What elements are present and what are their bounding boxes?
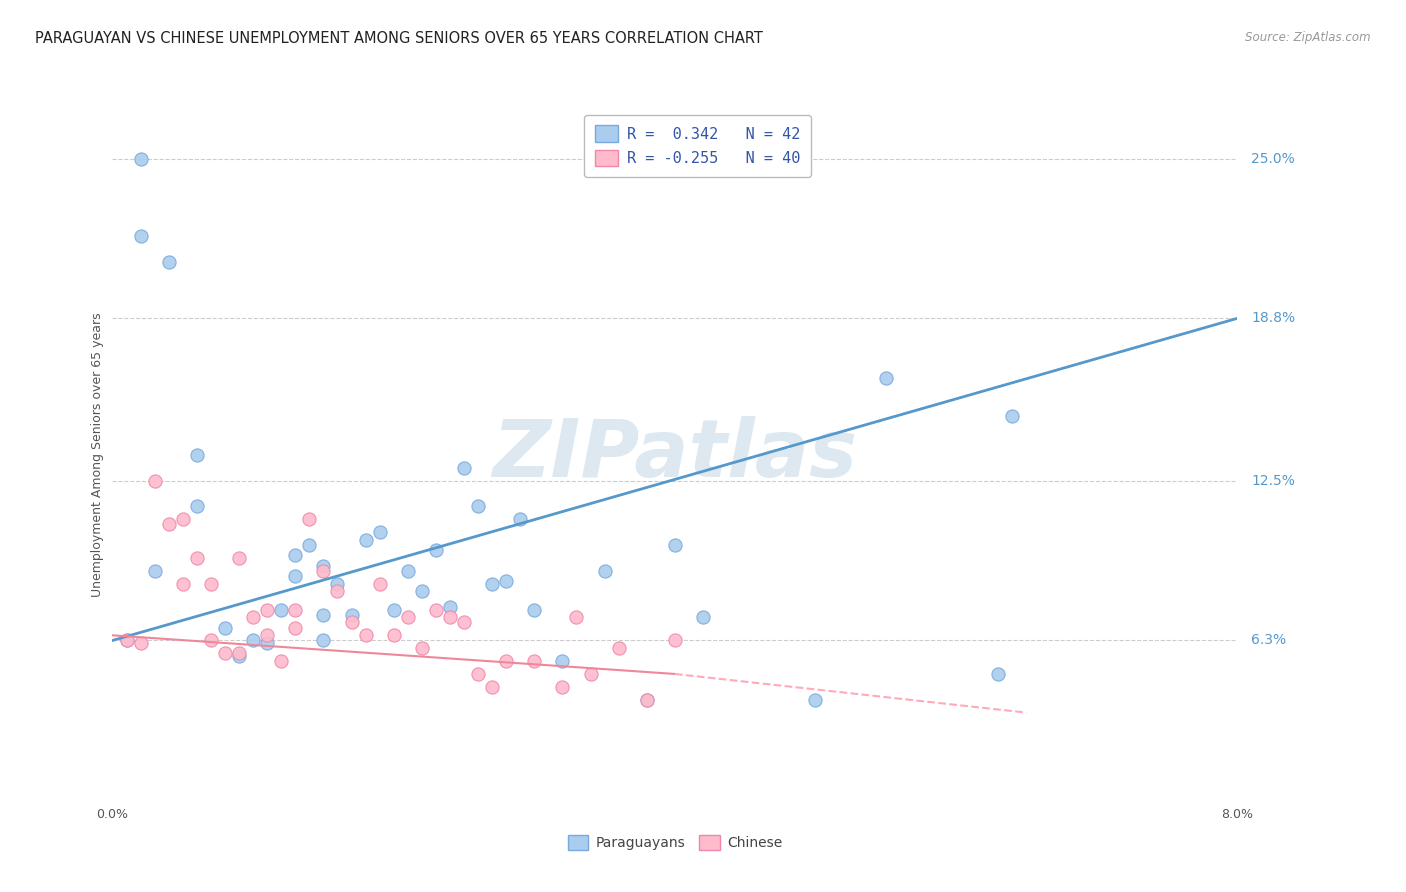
- Point: [636, 692, 658, 706]
- Point: [382, 628, 405, 642]
- Point: [284, 569, 307, 583]
- Point: [115, 633, 138, 648]
- Point: [312, 633, 335, 648]
- Point: [326, 576, 349, 591]
- Point: [270, 654, 292, 668]
- Point: [256, 602, 278, 616]
- Point: [157, 254, 180, 268]
- Point: [1001, 409, 1024, 424]
- Point: [453, 460, 475, 475]
- Point: [453, 615, 475, 630]
- Point: [256, 636, 278, 650]
- Point: [523, 602, 546, 616]
- Point: [396, 610, 419, 624]
- Text: PARAGUAYAN VS CHINESE UNEMPLOYMENT AMONG SENIORS OVER 65 YEARS CORRELATION CHART: PARAGUAYAN VS CHINESE UNEMPLOYMENT AMONG…: [35, 31, 763, 46]
- Point: [804, 692, 827, 706]
- Point: [636, 692, 658, 706]
- Point: [509, 512, 531, 526]
- Point: [664, 633, 686, 648]
- Point: [172, 512, 194, 526]
- Point: [354, 533, 377, 547]
- Point: [143, 564, 166, 578]
- Text: 25.0%: 25.0%: [1251, 152, 1295, 166]
- Point: [298, 512, 321, 526]
- Point: [382, 602, 405, 616]
- Point: [481, 576, 503, 591]
- Point: [143, 474, 166, 488]
- Point: [214, 621, 236, 635]
- Point: [115, 633, 138, 648]
- Point: [875, 370, 897, 384]
- Point: [368, 576, 391, 591]
- Point: [551, 680, 574, 694]
- Point: [607, 641, 630, 656]
- Point: [579, 667, 602, 681]
- Point: [439, 599, 461, 614]
- Point: [284, 621, 307, 635]
- Point: [228, 646, 250, 660]
- Point: [481, 680, 503, 694]
- Point: [312, 607, 335, 622]
- Point: [242, 633, 264, 648]
- Point: [228, 648, 250, 663]
- Point: [340, 615, 363, 630]
- Text: Source: ZipAtlas.com: Source: ZipAtlas.com: [1246, 31, 1371, 45]
- Text: 18.8%: 18.8%: [1251, 311, 1295, 326]
- Point: [495, 574, 517, 589]
- Point: [495, 654, 517, 668]
- Point: [551, 654, 574, 668]
- Point: [340, 607, 363, 622]
- Point: [200, 576, 222, 591]
- Point: [396, 564, 419, 578]
- Point: [987, 667, 1010, 681]
- Point: [425, 543, 447, 558]
- Point: [467, 667, 489, 681]
- Point: [256, 628, 278, 642]
- Point: [326, 584, 349, 599]
- Point: [242, 610, 264, 624]
- Point: [157, 517, 180, 532]
- Text: ZIPatlas: ZIPatlas: [492, 416, 858, 494]
- Point: [186, 551, 208, 566]
- Point: [284, 602, 307, 616]
- Point: [270, 602, 292, 616]
- Point: [467, 500, 489, 514]
- Point: [411, 584, 433, 599]
- Point: [298, 538, 321, 552]
- Point: [593, 564, 616, 578]
- Point: [284, 549, 307, 563]
- Text: 12.5%: 12.5%: [1251, 474, 1295, 488]
- Point: [214, 646, 236, 660]
- Point: [664, 538, 686, 552]
- Point: [200, 633, 222, 648]
- Point: [692, 610, 714, 624]
- Point: [186, 448, 208, 462]
- Point: [312, 558, 335, 573]
- Point: [565, 610, 588, 624]
- Point: [312, 564, 335, 578]
- Point: [228, 551, 250, 566]
- Legend: Paraguayans, Chinese: Paraguayans, Chinese: [560, 827, 790, 858]
- Point: [439, 610, 461, 624]
- Point: [368, 525, 391, 540]
- Point: [425, 602, 447, 616]
- Point: [172, 576, 194, 591]
- Y-axis label: Unemployment Among Seniors over 65 years: Unemployment Among Seniors over 65 years: [91, 312, 104, 598]
- Point: [129, 152, 152, 166]
- Point: [186, 500, 208, 514]
- Point: [354, 628, 377, 642]
- Point: [411, 641, 433, 656]
- Point: [129, 228, 152, 243]
- Point: [129, 636, 152, 650]
- Text: 6.3%: 6.3%: [1251, 633, 1286, 648]
- Point: [523, 654, 546, 668]
